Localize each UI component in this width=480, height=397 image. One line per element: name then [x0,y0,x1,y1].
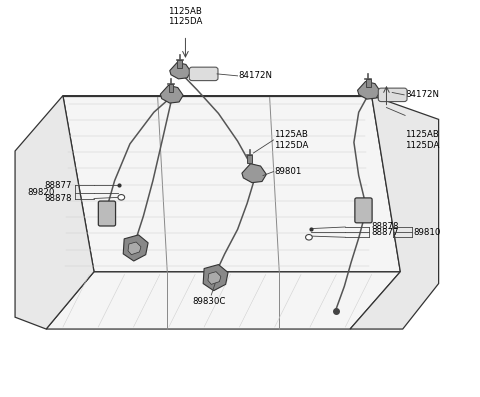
FancyBboxPatch shape [378,88,407,102]
FancyBboxPatch shape [355,198,372,223]
Bar [247,155,252,163]
Bar [177,60,182,68]
Text: 1125AB
1125DA: 1125AB 1125DA [275,130,309,150]
Polygon shape [358,81,380,99]
Circle shape [306,235,312,240]
Polygon shape [15,96,94,329]
FancyBboxPatch shape [98,201,116,226]
Text: 84172N: 84172N [405,91,439,99]
Text: 1125AB
1125DA: 1125AB 1125DA [405,130,440,150]
Text: 88877: 88877 [44,181,72,190]
Text: 88878: 88878 [371,222,398,231]
Text: 88878: 88878 [44,194,72,203]
Polygon shape [123,235,148,261]
Polygon shape [203,264,228,291]
Text: 84172N: 84172N [239,71,273,80]
Polygon shape [160,85,183,103]
Text: 89810: 89810 [414,227,441,237]
Bar [366,79,371,87]
Text: 89830C: 89830C [192,297,226,306]
Polygon shape [128,242,141,255]
Polygon shape [46,272,400,329]
Circle shape [118,195,125,200]
Bar [168,84,173,92]
Polygon shape [350,96,439,329]
Text: 89801: 89801 [275,167,302,176]
FancyBboxPatch shape [189,67,218,81]
Polygon shape [208,272,221,284]
Text: 89820: 89820 [27,188,54,197]
Text: 88877: 88877 [371,227,398,237]
Text: 1125AB
1125DA: 1125AB 1125DA [168,7,203,26]
Polygon shape [63,96,400,272]
Polygon shape [170,62,191,79]
Polygon shape [242,164,266,183]
